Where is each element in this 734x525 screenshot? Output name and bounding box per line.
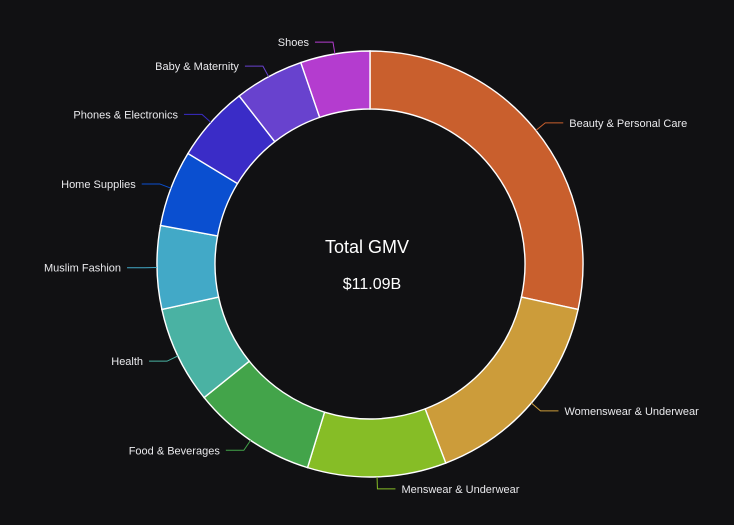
leader-line-phones-and-electronics — [183, 113, 212, 123]
slice-shoes[interactable] — [299, 50, 371, 119]
slice-beauty-and-personal-care[interactable] — [369, 50, 584, 311]
slice-labels-layer: Beauty & Personal Care Womenswear & Under… — [44, 37, 699, 496]
slice-label-phones-and-electronics: Phones & Electronics — [73, 109, 178, 121]
leader-line-beauty-and-personal-care — [535, 122, 564, 131]
slice-label-shoes: Shoes — [278, 37, 310, 49]
leader-line-womenswear-and-underwear — [531, 402, 559, 412]
leader-line-shoes — [314, 41, 336, 54]
slice-label-home-supplies: Home Supplies — [61, 179, 136, 191]
slice-label-menswear-and-underwear: Menswear & Underwear — [401, 484, 519, 496]
slice-menswear-and-underwear[interactable] — [306, 407, 447, 478]
leader-line-home-supplies — [141, 183, 172, 189]
center-title: Total GMV — [325, 237, 409, 257]
slices-layer — [156, 50, 584, 478]
center-value: $11.09B — [343, 276, 401, 293]
slice-label-health: Health — [111, 356, 143, 368]
leader-line-menswear-and-underwear — [376, 476, 396, 490]
leader-line-health — [149, 355, 179, 362]
slice-muslim-fashion[interactable] — [156, 224, 220, 311]
leader-line-food-and-beverages — [225, 440, 251, 451]
slice-label-beauty-and-personal-care: Beauty & Personal Care — [569, 118, 687, 130]
slice-label-womenswear-and-underwear: Womenswear & Underwear — [564, 406, 699, 418]
slice-label-food-and-beverages: Food & Beverages — [129, 445, 221, 457]
leader-lines-layer — [127, 41, 564, 490]
slice-label-muslim-fashion: Muslim Fashion — [44, 263, 121, 275]
slice-womenswear-and-underwear[interactable] — [424, 296, 579, 464]
slice-label-baby-and-maternity: Baby & Maternity — [155, 61, 239, 73]
leader-line-baby-and-maternity — [244, 65, 270, 77]
